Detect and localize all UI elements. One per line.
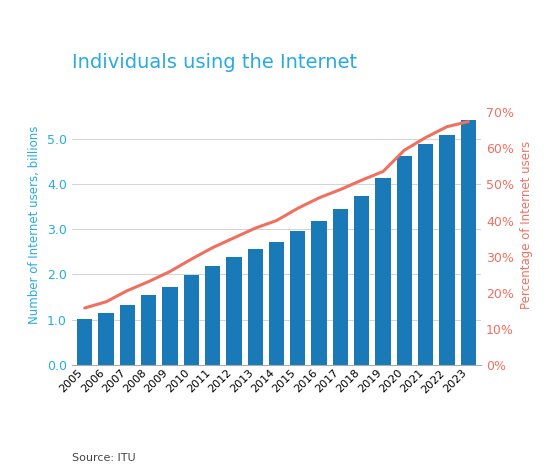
Bar xyxy=(397,156,412,365)
Text: Source: ITU: Source: ITU xyxy=(72,453,135,463)
Y-axis label: Number of Internet users, billions: Number of Internet users, billions xyxy=(28,125,41,324)
Bar xyxy=(184,275,199,365)
Bar xyxy=(354,196,369,365)
Bar xyxy=(248,249,263,365)
Bar xyxy=(418,144,434,365)
Bar xyxy=(141,295,156,365)
Bar xyxy=(290,232,305,365)
Bar xyxy=(375,178,391,365)
Bar xyxy=(461,120,476,365)
Bar xyxy=(311,220,327,365)
Bar xyxy=(77,319,92,365)
Bar xyxy=(162,287,178,365)
Bar xyxy=(205,266,220,365)
Text: Individuals using the Internet: Individuals using the Internet xyxy=(72,52,357,72)
Bar xyxy=(333,209,348,365)
Bar xyxy=(119,305,135,365)
Bar xyxy=(439,135,455,365)
Y-axis label: Percentage of Internet users: Percentage of Internet users xyxy=(519,140,533,309)
Bar xyxy=(226,257,242,365)
Bar xyxy=(98,313,114,365)
Bar xyxy=(269,242,284,365)
